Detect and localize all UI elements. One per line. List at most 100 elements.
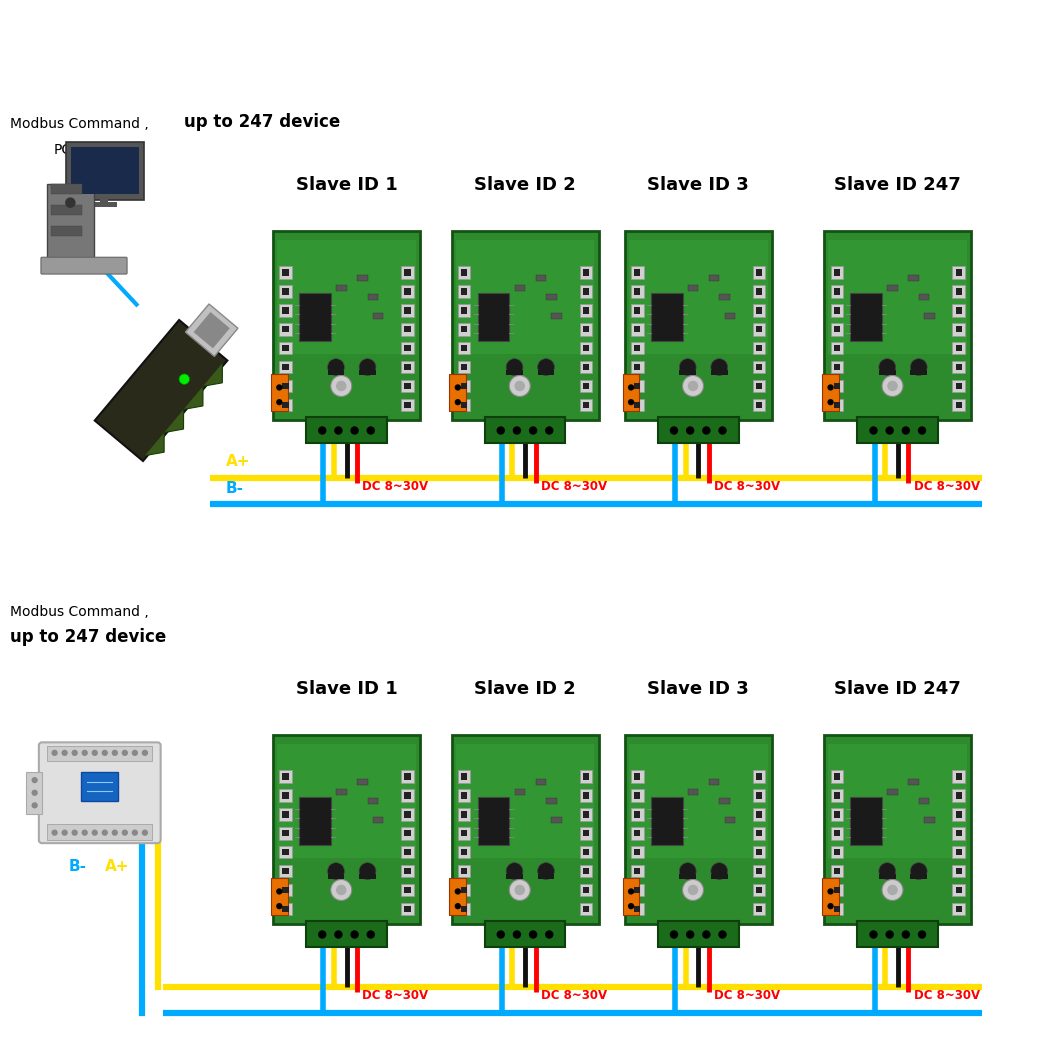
Bar [831,342,843,355]
Bar [401,361,414,374]
Bar [631,903,644,916]
Bar [834,812,840,818]
Circle shape [827,399,834,405]
Circle shape [334,426,342,435]
Circle shape [336,885,346,896]
Circle shape [351,930,359,939]
Circle shape [102,830,108,836]
Bar [404,327,411,333]
Bar [834,774,840,780]
Bar [688,285,698,291]
Bar [956,383,962,390]
Bar [404,270,411,276]
Circle shape [65,197,76,208]
Text: DC 8~30V: DC 8~30V [714,480,780,492]
Bar [952,361,965,374]
Bar [753,399,765,412]
Bar [850,797,882,844]
Circle shape [366,426,375,435]
Circle shape [682,880,704,901]
Bar [282,849,289,856]
Bar [634,849,640,856]
Bar [81,772,118,801]
Bar [634,402,640,408]
Bar [404,906,411,912]
Text: DC 8~30V: DC 8~30V [541,480,607,492]
Bar [834,906,840,912]
Circle shape [827,903,834,909]
Circle shape [455,903,461,909]
FancyBboxPatch shape [828,240,967,354]
Bar [359,371,376,376]
Bar [279,771,292,783]
Bar [461,364,467,371]
Bar [879,371,896,376]
Circle shape [509,376,530,397]
Circle shape [142,830,148,836]
Circle shape [180,374,190,384]
Bar [580,903,592,916]
Bar [756,887,762,894]
Bar [458,884,470,897]
Bar [753,304,765,317]
Bar [47,824,152,840]
Bar [651,293,682,340]
Bar [834,289,840,295]
Text: Modbus Command ,: Modbus Command , [10,606,149,619]
Circle shape [686,426,694,435]
Bar [583,849,589,856]
Circle shape [82,830,88,836]
Bar [404,831,411,837]
Bar [282,402,289,408]
Text: Modbus Command ,: Modbus Command , [10,118,149,131]
Circle shape [359,863,376,880]
Bar [71,147,139,194]
Bar [583,383,589,390]
Bar [580,342,592,355]
Bar [753,380,765,393]
Circle shape [679,863,696,880]
Bar [753,865,765,878]
Bar [282,308,289,314]
Bar [580,865,592,878]
Bar [583,402,589,408]
Bar [657,417,738,443]
Bar [756,402,762,408]
Circle shape [545,930,553,939]
Bar [461,868,467,875]
Bar [583,887,589,894]
Bar [458,399,470,412]
Bar [956,402,962,408]
Circle shape [545,426,553,435]
Circle shape [455,384,461,391]
Bar [952,380,965,393]
Bar [279,790,292,802]
FancyBboxPatch shape [625,735,772,924]
Bar [956,868,962,875]
Bar [461,906,467,912]
Polygon shape [193,312,230,349]
Bar [65,142,145,200]
Bar [631,267,644,279]
Circle shape [351,426,359,435]
Bar [461,887,467,894]
Bar [952,342,965,355]
Circle shape [142,750,148,756]
Bar [282,327,289,333]
FancyBboxPatch shape [456,744,594,858]
Bar [580,808,592,821]
Bar [404,887,411,894]
Bar [279,267,292,279]
Bar [756,270,762,276]
Bar [458,323,470,336]
Bar [724,313,735,319]
Text: DC 8~30V: DC 8~30V [714,989,780,1002]
Bar [404,812,411,818]
Circle shape [131,750,138,756]
Bar [631,865,644,878]
Bar [401,771,414,783]
Bar [634,774,640,780]
Bar [404,774,411,780]
Bar [910,371,927,376]
Polygon shape [186,303,238,356]
